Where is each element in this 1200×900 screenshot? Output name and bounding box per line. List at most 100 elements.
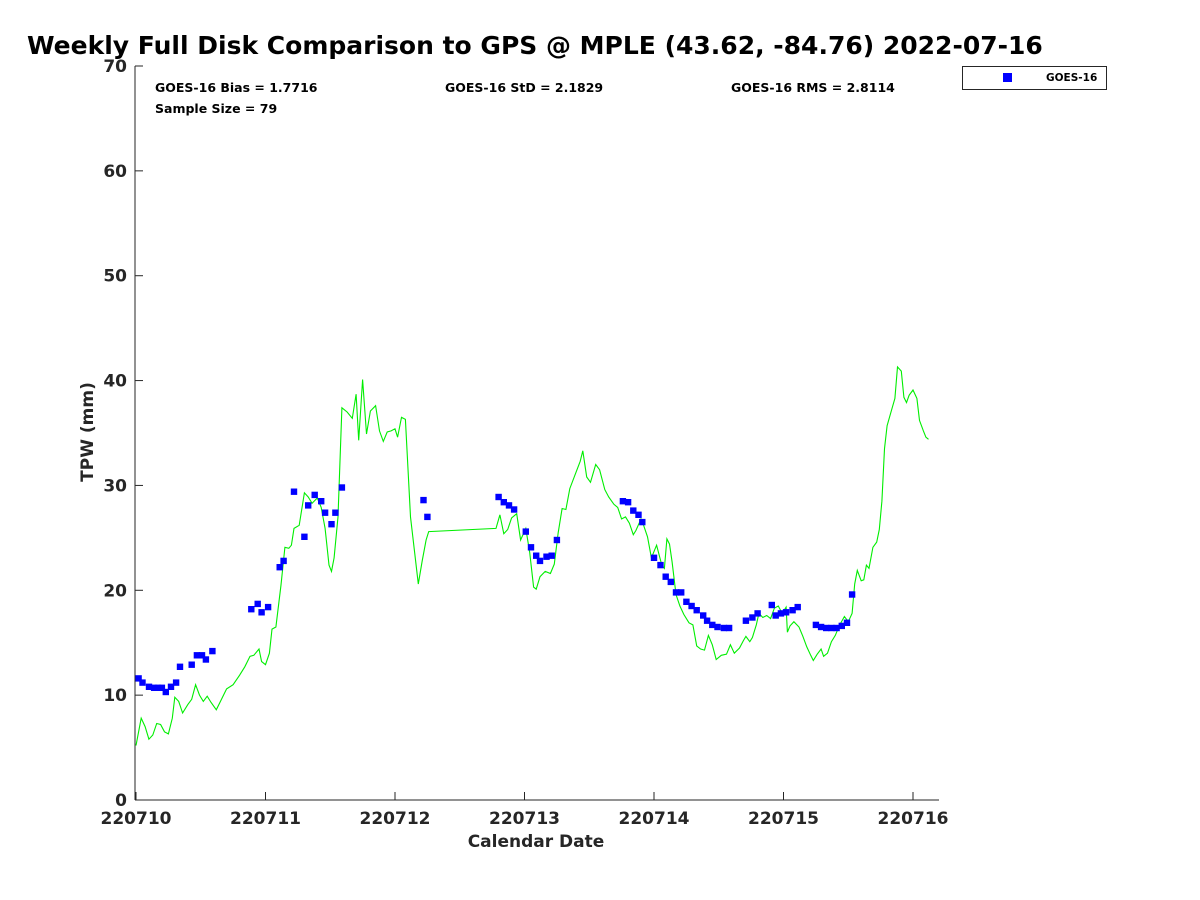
- goes16-point: [505, 502, 513, 509]
- legend: GOES-16: [962, 66, 1107, 90]
- y-tick-label: 40: [103, 372, 127, 392]
- goes16-point: [420, 496, 427, 504]
- goes16-point: [548, 552, 555, 559]
- goes16-point: [150, 684, 158, 691]
- goes16-point: [135, 675, 142, 682]
- goes16-point: [630, 507, 637, 514]
- goes16-point: [720, 624, 728, 632]
- goes16-point: [248, 606, 255, 613]
- x-tick-label: 220711: [230, 809, 301, 829]
- goes16-point: [553, 536, 561, 544]
- goes16-point: [843, 619, 851, 626]
- goes16-point: [693, 607, 700, 614]
- goes16-point: [258, 609, 265, 616]
- goes16-point: [672, 589, 680, 596]
- goes16-point: [678, 589, 685, 596]
- goes16-point: [254, 600, 261, 608]
- y-tick-label: 70: [103, 57, 127, 77]
- goes16-point: [328, 521, 335, 528]
- goes16-point: [290, 488, 298, 495]
- legend-box: [962, 66, 1107, 90]
- goes16-point: [639, 518, 646, 526]
- goes16-point: [145, 683, 153, 690]
- goes16-point: [188, 661, 195, 668]
- goes16-point: [510, 506, 518, 513]
- goes16-point: [280, 557, 287, 565]
- goes16-point: [332, 509, 339, 516]
- goes16-point: [158, 684, 166, 691]
- goes16-point: [749, 614, 756, 621]
- x-tick-label: 220713: [489, 809, 560, 829]
- goes16-point: [683, 598, 690, 605]
- x-tick-label: 220714: [619, 809, 690, 829]
- gps-series-line: [135, 365, 929, 746]
- goes16-point: [624, 499, 632, 506]
- y-tick-label: 60: [103, 162, 127, 182]
- x-tick-label: 220712: [360, 809, 431, 829]
- goes16-point: [817, 623, 825, 631]
- goes16-point: [305, 502, 312, 509]
- goes16-point: [162, 688, 169, 696]
- x-tick-label: 220710: [101, 809, 172, 829]
- goes16-point: [635, 511, 642, 518]
- goes16-point: [777, 610, 785, 617]
- goes16-point: [176, 663, 184, 670]
- goes16-point: [533, 552, 540, 559]
- series-layer: [135, 365, 929, 746]
- goes16-point: [789, 607, 796, 614]
- goes16-point: [167, 683, 175, 690]
- goes16-point: [318, 498, 325, 505]
- goes16-point: [139, 679, 146, 686]
- y-tick-label: 0: [115, 791, 127, 811]
- goes16-point: [657, 561, 664, 569]
- goes16-point: [828, 624, 835, 632]
- goes16-point: [703, 617, 711, 624]
- goes16-point: [202, 656, 210, 663]
- y-tick-label: 30: [103, 476, 127, 496]
- y-tick-label: 50: [103, 267, 127, 287]
- goes16-point: [794, 603, 801, 611]
- x-axis-label: Calendar Date: [468, 832, 605, 852]
- stat-bias: GOES-16 Bias = 1.7716: [155, 80, 318, 95]
- y-tick-label: 10: [103, 686, 127, 706]
- goes16-point: [812, 621, 820, 629]
- y-axis-ticks: 0 10 20 30 40 50 60 70: [103, 57, 143, 811]
- chart-title: Weekly Full Disk Comparison to GPS @ MPL…: [27, 31, 1043, 60]
- legend-label: GOES-16: [1046, 72, 1097, 84]
- goes16-point: [495, 493, 502, 501]
- goes16-point: [742, 617, 750, 624]
- goes16-point: [522, 528, 529, 535]
- goes16-point: [823, 624, 830, 632]
- goes16-point: [838, 622, 845, 630]
- goes16-point: [193, 652, 201, 659]
- goes16-point: [527, 544, 535, 551]
- goes16-point: [700, 612, 707, 619]
- stat-rms: GOES-16 RMS = 2.8114: [731, 80, 895, 95]
- goes16-point: [688, 602, 695, 610]
- goes16-point: [338, 484, 346, 491]
- x-axis-ticks: 220710 220711 220712 220713 220714 220715 2207…: [101, 792, 949, 829]
- goes16-point: [772, 612, 779, 619]
- goes16-point: [311, 491, 318, 499]
- goes16-point: [714, 623, 721, 631]
- goes16-point: [536, 557, 544, 565]
- goes16-point: [264, 603, 272, 611]
- x-tick-label: 220716: [878, 809, 949, 829]
- goes16-point: [650, 554, 658, 561]
- plot-area: 0 10 20 30 40 50 60 70 220710 220711 220712 220713…: [101, 57, 949, 829]
- goes16-point: [543, 553, 550, 560]
- goes16-point: [301, 533, 308, 540]
- y-tick-label: 20: [103, 581, 127, 601]
- goes16-point: [424, 513, 431, 521]
- goes16-point: [667, 578, 674, 586]
- stat-std: GOES-16 StD = 2.1829: [445, 80, 603, 95]
- stat-sample-size: Sample Size = 79: [155, 101, 277, 116]
- legend-marker: [1003, 73, 1012, 82]
- goes16-point: [172, 679, 180, 686]
- x-tick-label: 220715: [748, 809, 819, 829]
- goes16-point: [754, 610, 761, 617]
- goes16-point: [725, 624, 733, 632]
- goes16-point: [154, 684, 162, 691]
